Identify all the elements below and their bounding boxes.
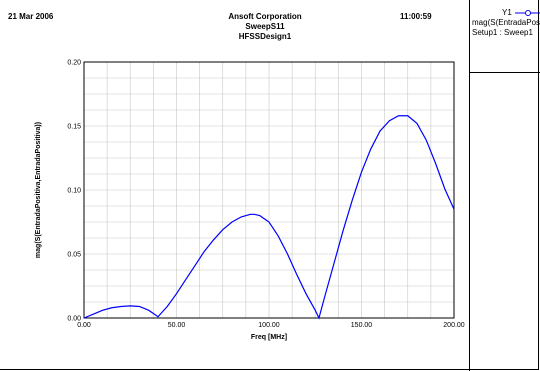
- legend-axis-label: Y1: [502, 8, 512, 17]
- report-time: 11:00:59: [400, 12, 432, 21]
- legend-divider: [469, 0, 470, 371]
- legend-rule: [469, 72, 540, 73]
- y-tick-label: 0.05: [67, 252, 81, 259]
- x-tick-label: 100.00: [258, 322, 280, 329]
- legend-setup-name: Setup1 : Sweep1: [472, 28, 533, 37]
- legend: Y1 mag(S(EntradaPositiva,EntradaPositiva…: [470, 8, 540, 68]
- x-tick-label: 200.00: [443, 322, 465, 329]
- company-name: Ansoft Corporation: [228, 12, 302, 21]
- y-tick-label: 0.10: [67, 188, 81, 195]
- plot-area: [83, 61, 455, 319]
- x-axis-label: Freq [MHz]: [251, 334, 287, 341]
- y-tick-label: 0.00: [67, 316, 81, 323]
- y-tick-label: 0.20: [67, 60, 81, 67]
- report-date: 21 Mar 2006: [8, 12, 54, 21]
- legend-header: Y1: [470, 8, 540, 18]
- x-tick-label: 150.00: [351, 322, 373, 329]
- y-axis-label: mag(S(EntradaPositiva,EntradaPositiva)): [35, 122, 42, 258]
- y-tick-label: 0.15: [67, 124, 81, 131]
- series-line: [83, 115, 455, 320]
- design-name: HFSSDesign1: [238, 32, 292, 41]
- y-tick-labels: 0.00 0.05 0.10 0.15 0.20: [67, 60, 81, 323]
- x-tick-labels: 0.00 50.00 100.00 150.00 200.00: [77, 322, 465, 329]
- grid-lines: [84, 62, 454, 318]
- x-tick-label: 0.00: [77, 322, 91, 329]
- legend-line-icon: [515, 10, 540, 16]
- report-title-block: Ansoft Corporation SweepS11 HFSSDesign1: [140, 12, 390, 42]
- plot-name: SweepS11: [245, 22, 285, 31]
- x-tick-label: 50.00: [168, 322, 186, 329]
- legend-trace-name: mag(S(EntradaPositiva,EntradaPositiva)): [472, 18, 540, 27]
